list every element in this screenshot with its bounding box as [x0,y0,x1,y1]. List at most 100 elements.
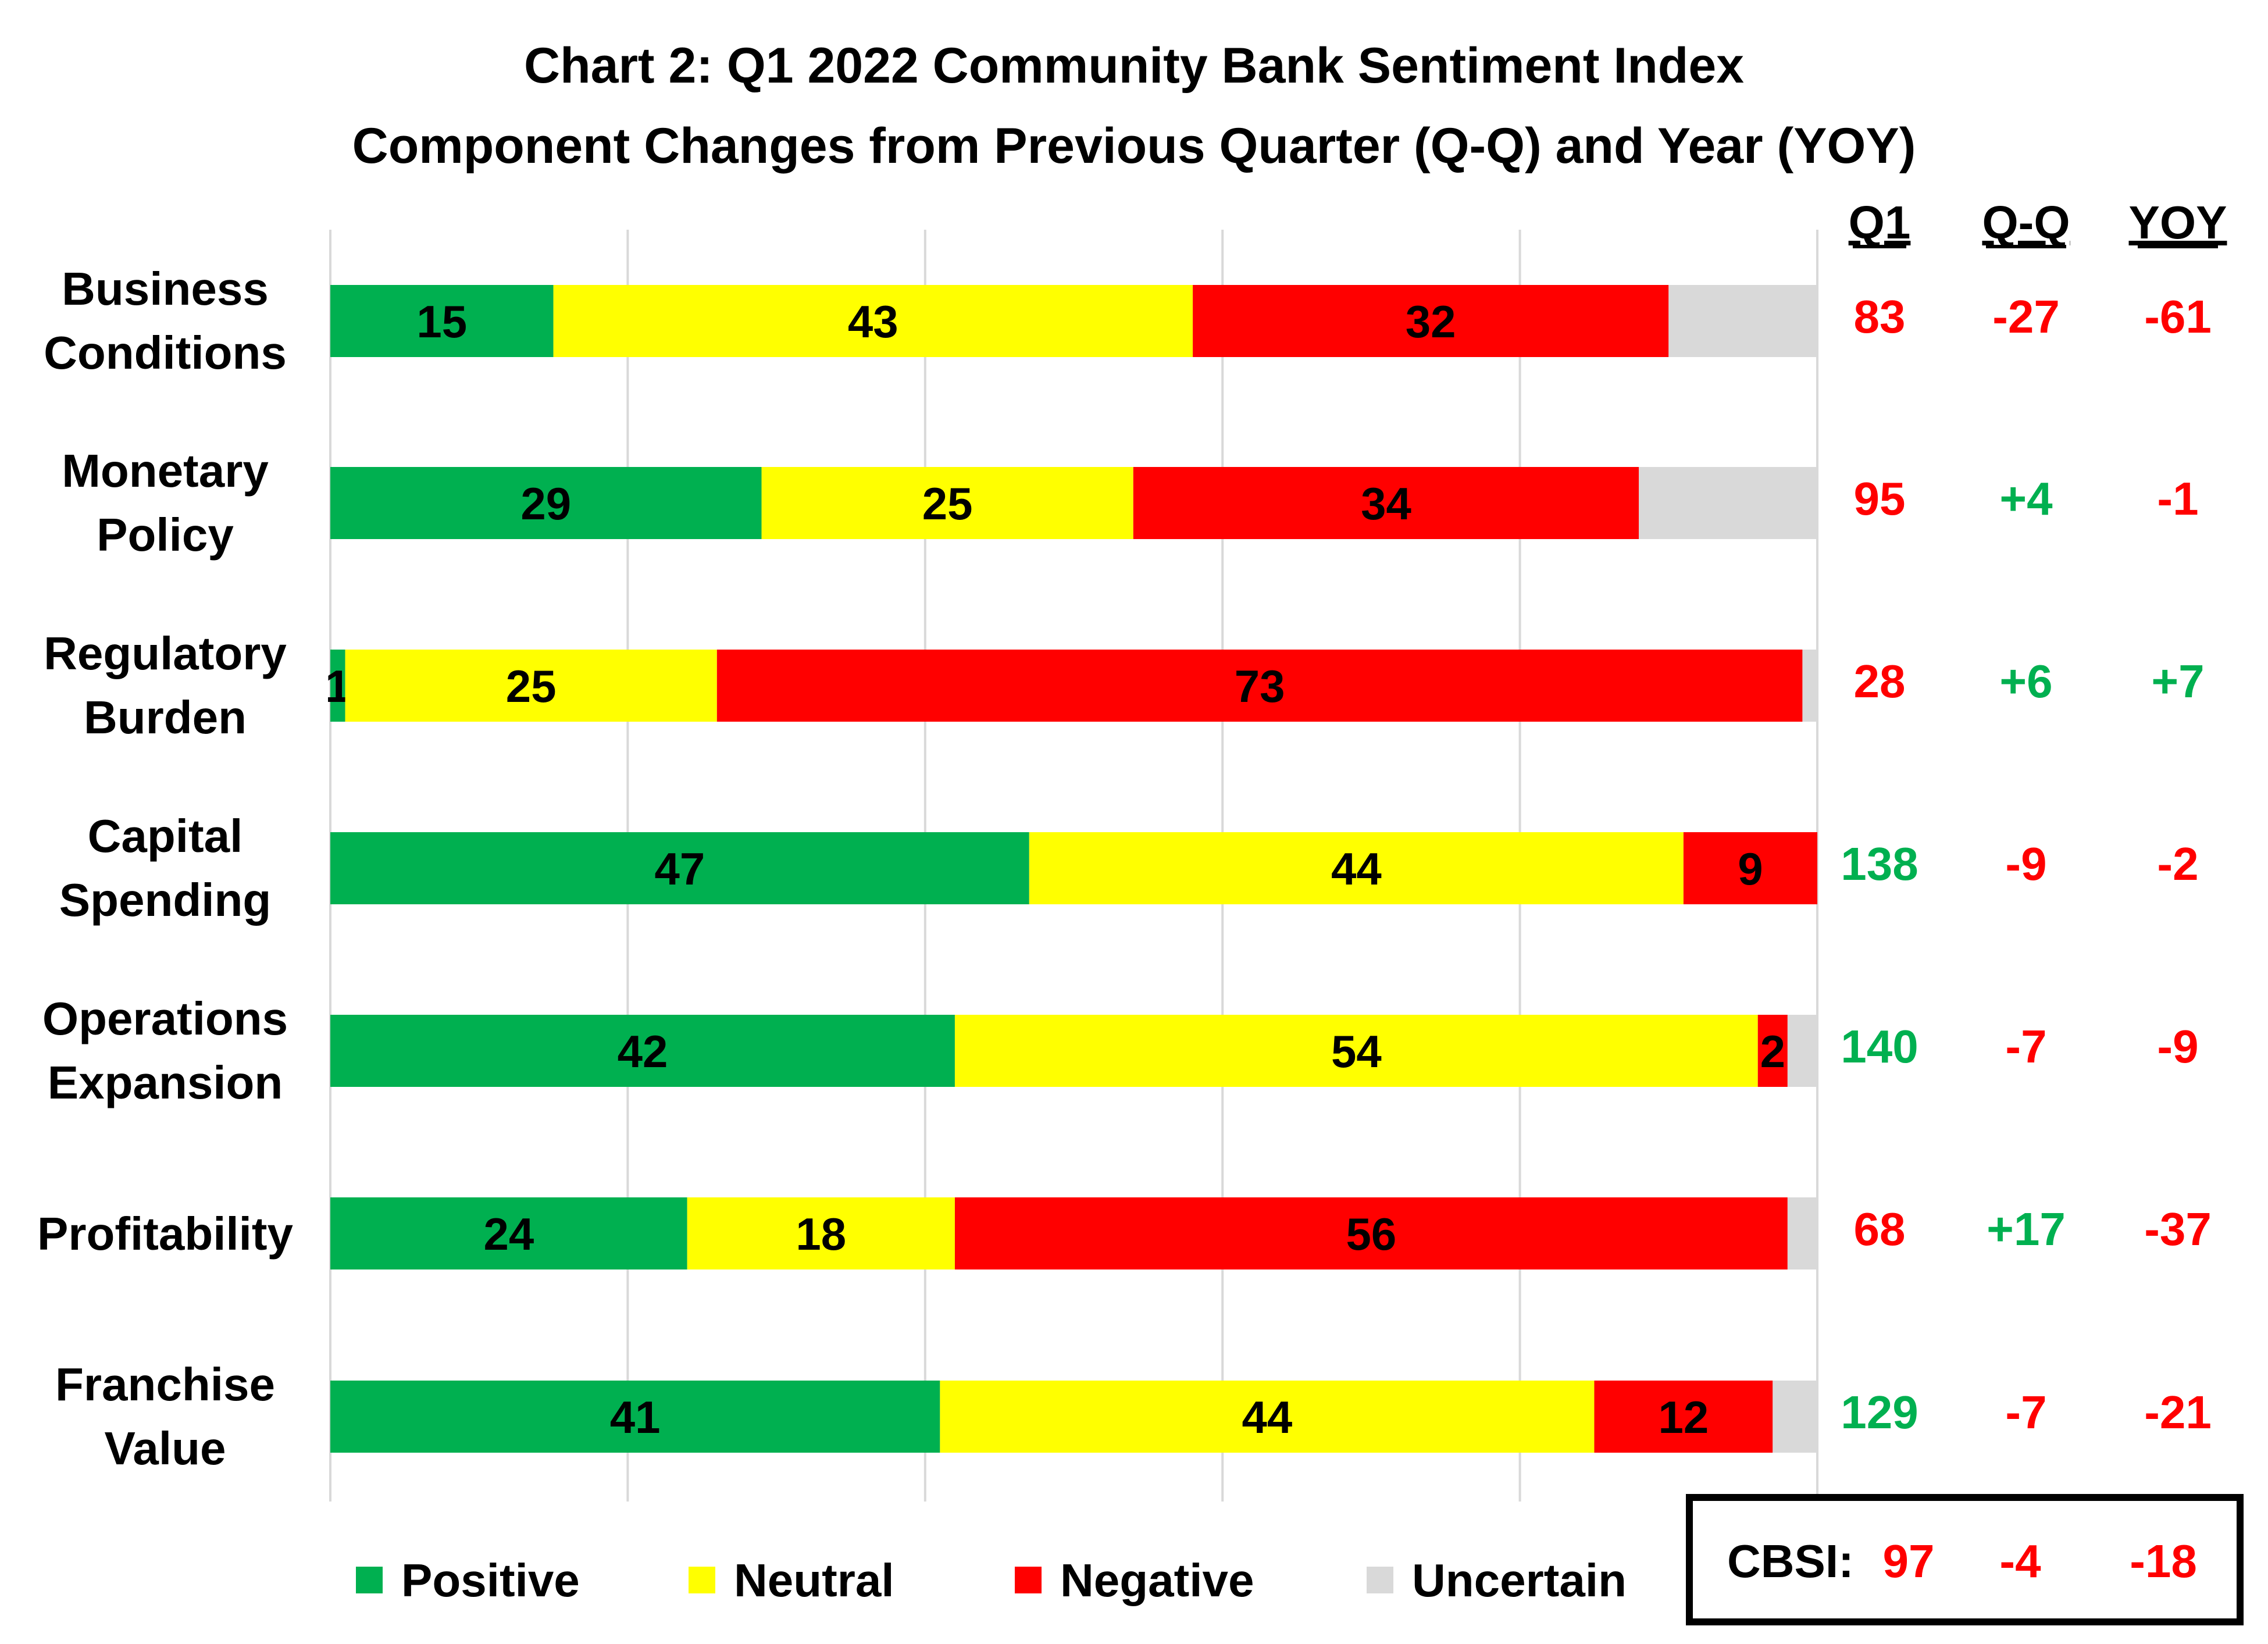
bar-positive [330,467,762,539]
table-cell: +7 [2151,655,2204,707]
category-label: Profitability [37,1208,294,1260]
table-cell: -27 [1992,291,2060,343]
bar-neutral [1029,832,1684,904]
bar-data-label: 18 [796,1208,846,1260]
category-label: Operations Expansion [42,993,288,1108]
bar-positive [330,832,1029,904]
bar-negative [716,650,1803,722]
bar-neutral [761,467,1133,539]
cbsi-value: -18 [2130,1535,2197,1587]
bar-uncertain [1802,650,1817,722]
legend-swatch [1367,1567,1393,1593]
table-cell: 140 [1841,1021,1918,1072]
table-cell: 138 [1841,838,1918,890]
legend-swatch [1015,1567,1042,1593]
bar-uncertain [1773,1381,1817,1453]
bar-data-label: 43 [848,296,898,347]
cbsi-value: -4 [1999,1535,2041,1587]
bar-positive [330,1381,940,1453]
bar-data-label: 44 [1331,843,1382,894]
table-cell: -7 [2005,1386,2046,1438]
bar-data-label: 9 [1738,843,1763,894]
bar-neutral [553,285,1193,357]
bar-neutral [954,1015,1758,1087]
table-cell: 95 [1854,473,1906,525]
table-cell: 28 [1854,655,1906,707]
side-table: Q1 Q-Q YOY 83 -27 -61 95 +4 -1 28 +6 +7 138 -9 -2 140 -7… [1841,197,2227,1438]
bar-positive [330,285,554,357]
bar-data-label: 15 [416,296,467,347]
category-label: Business Conditions [44,263,287,379]
category-label: Monetary Policy [62,445,269,561]
legend-label: Negative [1060,1554,1254,1606]
bar-data-label: 73 [1235,661,1285,712]
bar-data-label: 44 [1242,1392,1293,1443]
bar-negative [1757,1015,1788,1087]
bar-data-label: 32 [1406,296,1456,347]
bar-data-label: 25 [922,478,973,529]
bar-positive [330,1197,687,1269]
cbsi-value: 97 [1883,1535,1935,1587]
table-cell: -37 [2144,1203,2212,1255]
bar-data-label: 25 [506,661,557,712]
legend-swatch [356,1567,383,1593]
bar-uncertain [1787,1197,1817,1269]
category-labels: Business Conditions Monetary Policy Regulato… [37,263,294,1474]
bar-positive [330,650,345,722]
legend-swatch [689,1567,715,1593]
cbsi-summary-box: CBSI: 97 -4 -18 [1686,1494,2244,1625]
bar-neutral [687,1197,955,1269]
bar-negative [1193,285,1669,357]
table-cell: -7 [2005,1021,2046,1072]
table-header: Q-Q [1982,197,2070,248]
table-cell: -1 [2157,473,2198,525]
bar-data-label: 12 [1658,1392,1709,1443]
table-cell: +4 [1999,473,2053,525]
legend-label: Uncertain [1412,1554,1627,1606]
bar-data-label: 47 [655,843,705,894]
bar-uncertain [1668,285,1817,357]
bar-uncertain [1639,467,1817,539]
table-header: Q1 [1849,197,1911,248]
bar-uncertain [1787,1015,1817,1087]
bar-data-label: 2 [1760,1026,1785,1077]
table-cell: -21 [2144,1386,2212,1438]
table-cell: 68 [1854,1203,1906,1255]
table-cell: 83 [1854,291,1906,343]
table-header: YOY [2129,197,2227,248]
table-cell: -9 [2005,838,2046,890]
bar-data-label: 41 [610,1392,661,1443]
bar-data-label: 34 [1361,478,1411,529]
chart-title: Chart 2: Q1 2022 Community Bank Sentimen… [524,38,1744,94]
legend-label: Neutral [734,1554,894,1606]
category-label: Franchise Value [55,1358,275,1474]
chart-subtitle: Component Changes from Previous Quarter … [352,118,1916,174]
table-cell: +6 [1999,655,2052,707]
bar-data-label: 54 [1331,1026,1382,1077]
table-cell: -9 [2157,1021,2198,1072]
bar-neutral [940,1381,1595,1453]
table-cell: +17 [1987,1203,2066,1255]
cbsi-box-border [1686,1494,2244,1625]
bar-neutral [345,650,717,722]
bar-negative [1683,832,1817,904]
bar-negative [954,1197,1788,1269]
legend-label: Positive [401,1554,580,1606]
bar-data-label: 24 [483,1208,534,1260]
bar-data-label: 42 [618,1026,668,1077]
category-label: Regulatory Burden [44,627,287,743]
table-cell: -2 [2157,838,2198,890]
bar-data-label: 29 [520,478,571,529]
table-cell: -61 [2144,291,2212,343]
legend: Positive Neutral Negative Uncertain [356,1554,1627,1606]
bar-negative [1594,1381,1773,1453]
bar-data-label: 56 [1346,1208,1397,1260]
bar-positive [330,1015,955,1087]
cbsi-label: CBSI: [1727,1535,1854,1587]
bar-negative [1133,467,1639,539]
category-label: Capital Spending [59,810,271,926]
table-cell: 129 [1841,1386,1918,1438]
